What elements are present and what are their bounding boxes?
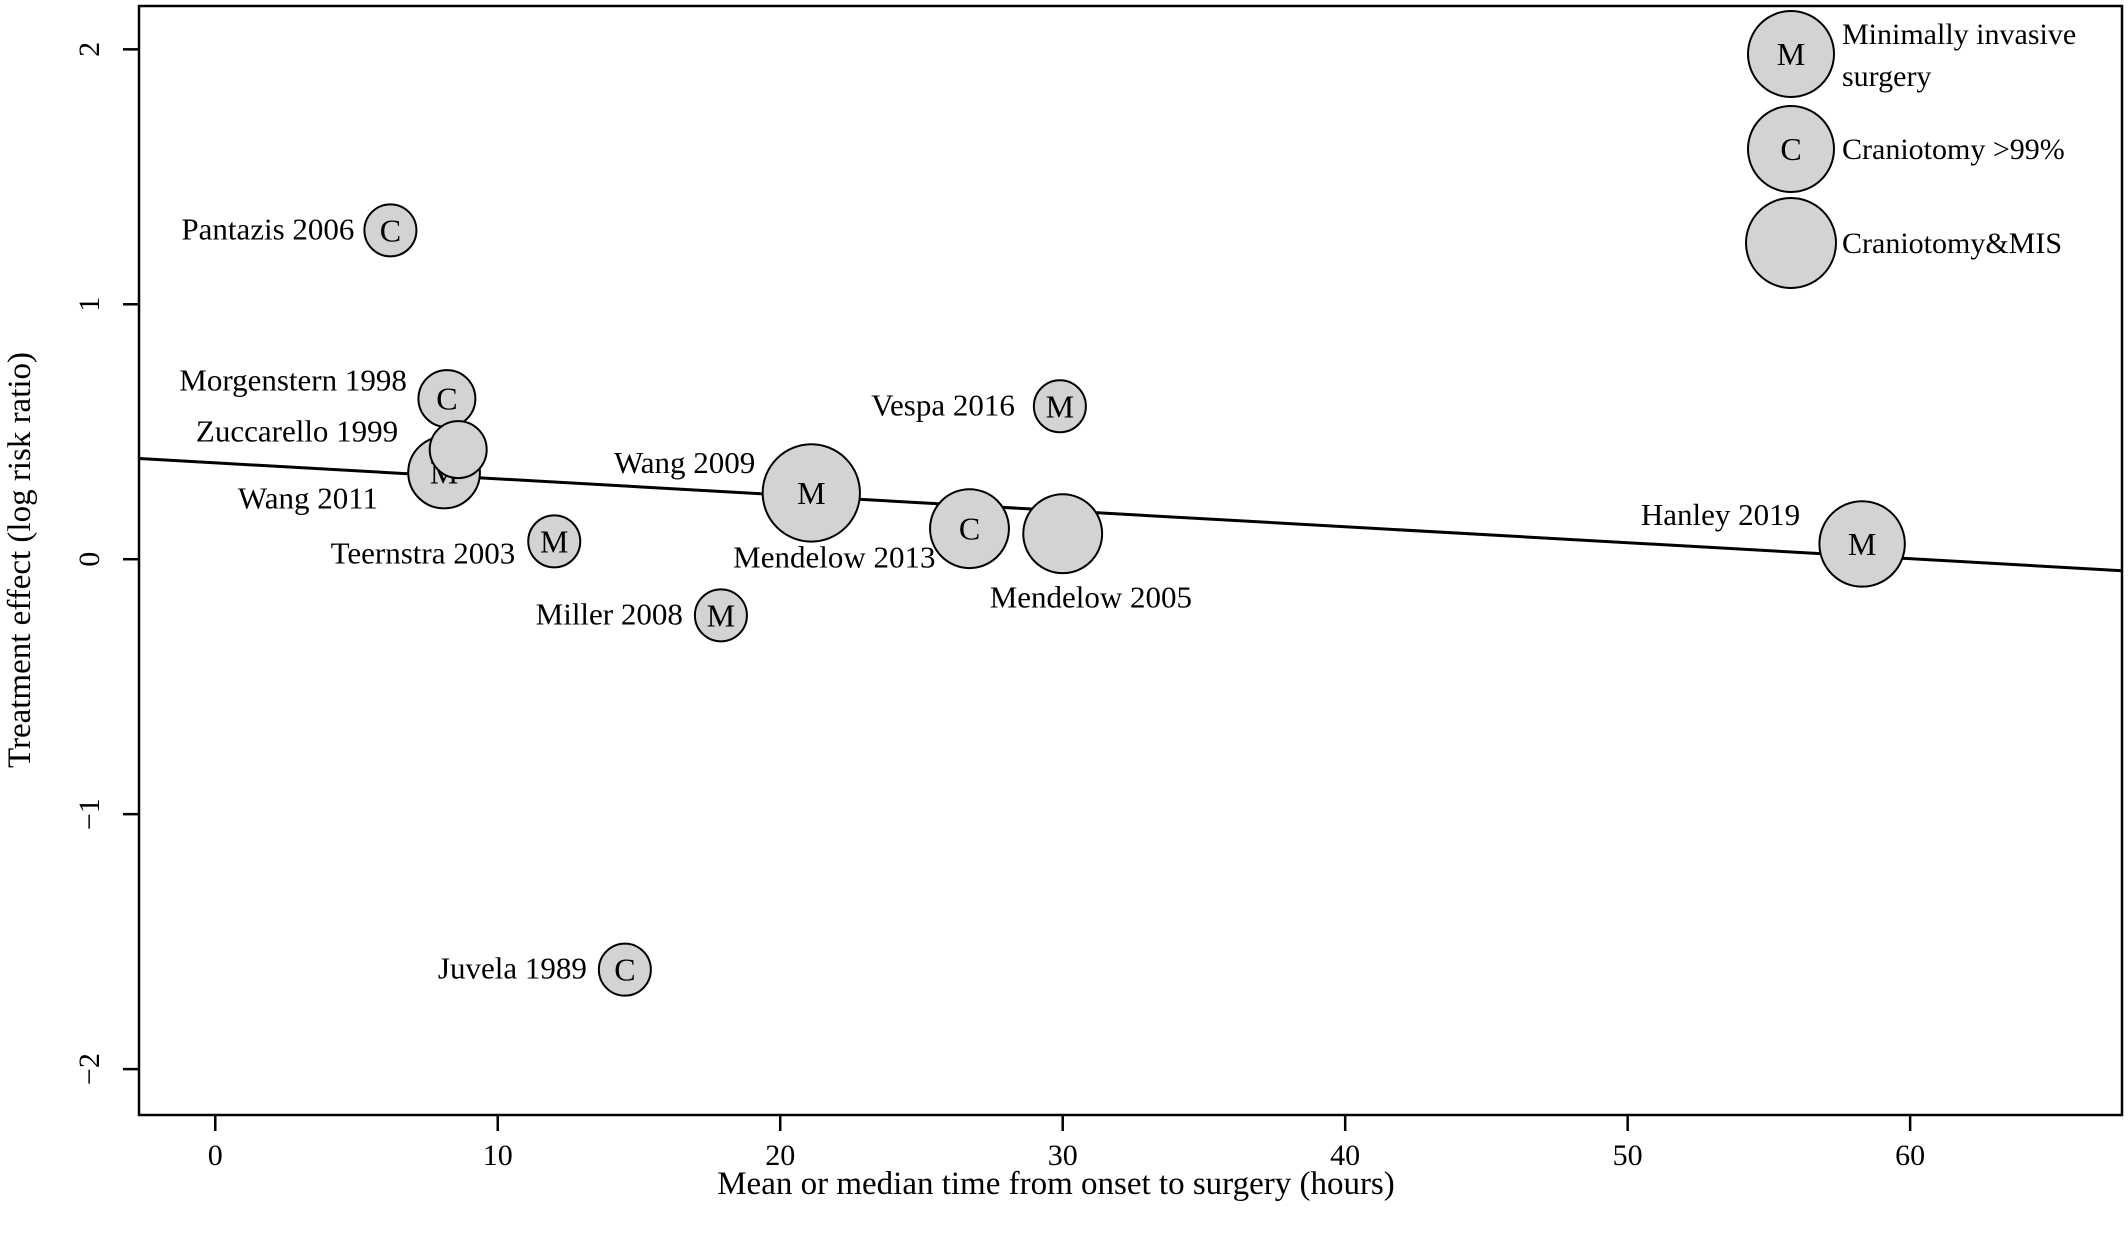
legend-label: Craniotomy >99% [1842, 133, 2065, 166]
study-label: Vespa 2016 [871, 387, 1015, 422]
y-tick-label: −1 [73, 798, 106, 830]
bubble-type-letter: M [540, 523, 568, 559]
bubble-point [363, 203, 418, 258]
bubble-point [761, 443, 861, 543]
study-labels-layer: Pantazis 2006 Morgenstern 1998 Zuccarello … [179, 211, 1800, 985]
bubble-type-letter: C [959, 511, 980, 547]
bubble-type-letter: M [1848, 526, 1876, 562]
y-tick-label: 2 [73, 42, 106, 57]
study-label: Wang 2011 [238, 481, 378, 516]
study-label: Mendelow 2013 [733, 540, 935, 575]
legend-label: surgery [1842, 60, 1931, 93]
y-tick-label: −2 [73, 1053, 106, 1085]
legend-symbol [1747, 10, 1835, 98]
x-tick-label: 20 [765, 1139, 795, 1172]
y-tick-label: 1 [73, 297, 106, 312]
study-label: Zuccarello 1999 [196, 414, 398, 449]
y-axis: −2 −1 0 1 2 [73, 42, 139, 1085]
bubble-point [1818, 500, 1906, 588]
bubble-point [428, 420, 488, 480]
study-label: Hanley 2019 [1641, 497, 1800, 532]
y-tick-label: 0 [73, 552, 106, 567]
legend: M Minimally invasive surgery C Craniotomy >9… [1745, 10, 2076, 289]
legend-label: Minimally invasive [1842, 18, 2076, 51]
bubble-type-letter: C [614, 952, 635, 988]
x-tick-label: 30 [1048, 1139, 1078, 1172]
x-axis: 0 10 20 30 40 50 60 [208, 1115, 1925, 1172]
bubble-type-letter: M [707, 597, 735, 633]
bubble-point [527, 514, 582, 569]
legend-symbol-letter: C [1780, 131, 1801, 167]
x-tick-label: 10 [483, 1139, 513, 1172]
bubble-type-letter: C [380, 212, 401, 248]
study-label: Wang 2009 [614, 445, 755, 480]
legend-symbol-letter: M [1777, 36, 1805, 72]
data-points-layer: MMCMCCMMMC [363, 203, 1906, 997]
bubble-point [1032, 379, 1087, 434]
study-label: Pantazis 2006 [181, 211, 354, 246]
study-label: Teernstra 2003 [331, 535, 516, 570]
bubble-type-letter: M [797, 475, 825, 511]
study-label: Mendelow 2005 [990, 580, 1192, 615]
bubble-point [693, 588, 748, 643]
bubble-point [929, 488, 1010, 570]
y-axis-title: Treatment effect (log risk ratio) [2, 352, 38, 768]
plot-frame [137, 4, 2124, 1117]
study-label: Miller 2008 [536, 596, 683, 631]
legend-symbol [1747, 105, 1835, 193]
x-tick-label: 40 [1330, 1139, 1360, 1172]
x-tick-label: 0 [208, 1139, 223, 1172]
bubble-type-letter: C [436, 381, 457, 417]
x-axis-title: Mean or median time from onset to surger… [717, 1166, 1395, 1202]
bubble-point [597, 942, 652, 997]
study-label: Juvela 1989 [438, 951, 587, 986]
x-tick-label: 60 [1895, 1139, 1925, 1172]
legend-symbol [1745, 197, 1837, 289]
bubble-type-letter: M [1046, 388, 1074, 424]
bubble-point [1022, 493, 1104, 575]
x-tick-label: 50 [1613, 1139, 1643, 1172]
legend-label: Craniotomy&MIS [1842, 227, 2062, 260]
study-label: Morgenstern 1998 [179, 363, 407, 398]
